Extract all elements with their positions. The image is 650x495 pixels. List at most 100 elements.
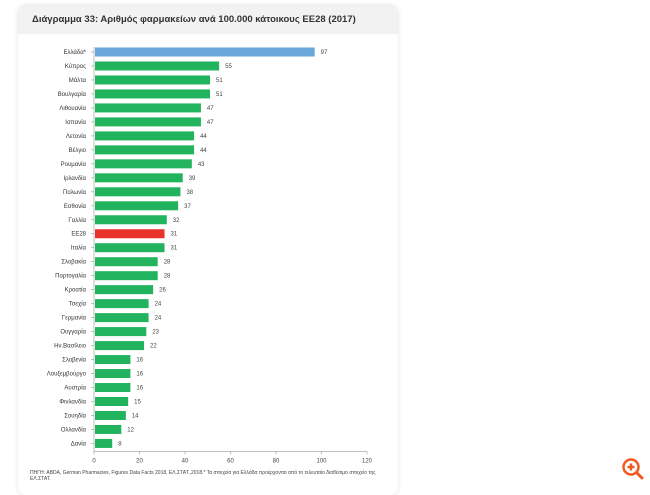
data-label: 44 <box>200 148 207 154</box>
zoom-in-button[interactable] <box>620 456 646 482</box>
x-tick-label: 20 <box>136 458 143 464</box>
data-label: 12 <box>127 427 134 433</box>
category-label: Δανία <box>71 441 87 447</box>
data-label: 55 <box>225 64 232 70</box>
data-label: 51 <box>216 78 223 84</box>
bar <box>95 271 158 281</box>
data-label: 38 <box>186 190 193 196</box>
data-label: 24 <box>155 316 162 322</box>
data-label: 26 <box>159 288 166 294</box>
data-label: 31 <box>171 246 178 252</box>
bar <box>95 243 165 253</box>
bar <box>95 355 131 365</box>
x-tick-label: 60 <box>227 458 234 464</box>
chart-title: Διάγραμμα 33: Αριθμός φαρμακείων ανά 100… <box>32 14 356 25</box>
bar <box>95 145 195 155</box>
data-label: 31 <box>171 232 178 238</box>
bar <box>95 61 220 71</box>
data-label: 8 <box>118 441 122 447</box>
category-label: Ην.Βασίλειο <box>54 344 87 350</box>
category-label: Πολωνία <box>63 190 86 196</box>
bar <box>95 369 131 379</box>
bar <box>95 159 192 169</box>
data-label: 23 <box>152 330 159 336</box>
category-label: Ισπανία <box>65 120 86 126</box>
bar <box>95 47 315 57</box>
data-label: 47 <box>207 106 214 112</box>
bar <box>95 285 154 295</box>
data-label: 97 <box>321 50 328 56</box>
zoom-in-icon <box>622 458 644 480</box>
bar <box>95 173 183 183</box>
category-label: Μάλτα <box>69 77 87 84</box>
category-label: ΕΕ28 <box>71 232 86 238</box>
category-label: Γαλλία <box>68 218 86 224</box>
category-label: Βουλγαρία <box>58 92 87 98</box>
bar <box>95 89 211 99</box>
category-label: Τσεχία <box>69 302 87 308</box>
category-label: Σουηδία <box>64 413 86 419</box>
bar <box>95 424 122 434</box>
chart-source: ΠΗΓΗ: ABDA, German Pharmacies, Figures D… <box>30 470 376 482</box>
category-label: Βέλγιο <box>69 147 87 154</box>
category-label: Γερμανία <box>62 316 87 322</box>
data-label: 39 <box>189 176 196 182</box>
data-label: 47 <box>207 120 214 126</box>
bar <box>95 215 167 225</box>
data-label: 16 <box>136 358 143 364</box>
x-tick-label: 0 <box>92 458 96 464</box>
category-label: Ιρλανδία <box>64 176 87 182</box>
bar <box>95 117 201 127</box>
bar <box>95 313 149 323</box>
category-label: Σλοβενία <box>62 358 86 364</box>
chart-header: Διάγραμμα 33: Αριθμός φαρμακείων ανά 100… <box>18 5 398 34</box>
category-label: Φινλανδία <box>59 400 86 406</box>
category-label: Ρουμανία <box>61 162 87 168</box>
bar <box>95 75 211 85</box>
category-label: Πορτογαλία <box>55 274 86 280</box>
bar <box>95 131 195 141</box>
bar <box>95 187 181 197</box>
category-label: Εσθονία <box>64 204 87 210</box>
chart-card: Διάγραμμα 33: Αριθμός φαρμακείων ανά 100… <box>18 5 398 495</box>
category-label: Αυστρία <box>64 386 86 392</box>
x-tick-label: 40 <box>182 458 189 464</box>
data-label: 16 <box>136 372 143 378</box>
bar <box>95 438 113 448</box>
category-label: Ολλανδία <box>61 427 87 433</box>
category-label: Λουξεμβούργο <box>47 372 87 378</box>
data-label: 44 <box>200 134 207 140</box>
category-label: Κροατία <box>65 288 87 294</box>
bar <box>95 103 201 113</box>
category-label: Ιταλία <box>71 246 87 252</box>
category-label: Ουγγαρία <box>60 330 86 336</box>
data-label: 28 <box>164 274 171 280</box>
bar <box>95 383 131 393</box>
x-tick-label: 120 <box>362 458 373 464</box>
bar <box>95 341 145 351</box>
bar <box>95 299 149 309</box>
category-label: Λετονία <box>66 134 87 140</box>
data-label: 14 <box>132 413 139 419</box>
data-label: 16 <box>136 386 143 392</box>
data-label: 51 <box>216 92 223 98</box>
bar-chart: Ελλάδα* 97 Κύπρος 55 Μάλτα 51 Βουλγαρία 51 Λιθου… <box>47 47 373 464</box>
category-label: Σλοβακία <box>61 260 86 266</box>
data-label: 28 <box>164 260 171 266</box>
data-label: 15 <box>134 400 141 406</box>
category-label: Λιθουανία <box>59 106 86 112</box>
category-label: Ελλάδα* <box>63 49 86 56</box>
bar <box>95 397 129 406</box>
bar <box>95 201 179 211</box>
bar <box>95 327 147 337</box>
data-label: 37 <box>184 204 191 210</box>
bar <box>95 410 126 420</box>
bar <box>95 229 165 239</box>
bar <box>95 257 158 267</box>
data-label: 24 <box>155 302 162 308</box>
data-label: 22 <box>150 344 157 350</box>
x-tick-label: 80 <box>273 458 280 464</box>
x-tick-label: 100 <box>316 458 327 464</box>
category-label: Κύπρος <box>65 64 86 70</box>
data-label: 43 <box>198 162 205 168</box>
